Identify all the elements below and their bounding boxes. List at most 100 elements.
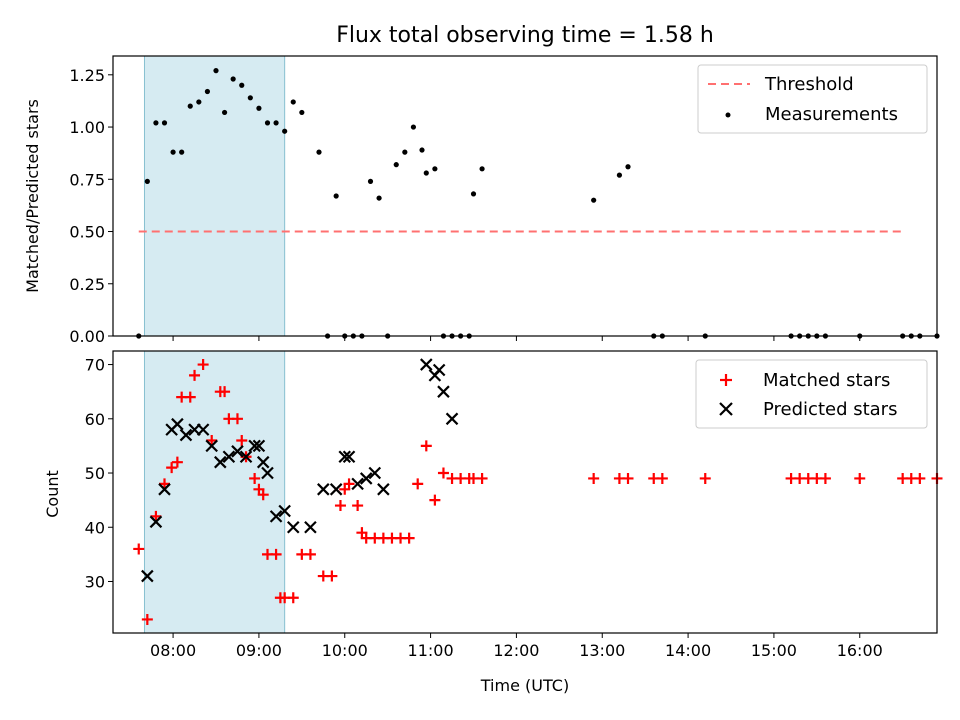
- measurement-point: [282, 128, 288, 134]
- y-tick-label: 0.75: [69, 170, 105, 189]
- matched-star-point: [420, 440, 432, 452]
- predicted-star-point: [252, 439, 266, 453]
- x-axis-label: Time (UTC): [480, 676, 569, 695]
- y-tick-label: 40: [85, 518, 105, 537]
- measurement-point: [316, 149, 322, 155]
- matched-star-point: [343, 478, 355, 490]
- measurement-point: [204, 88, 211, 95]
- matched-star-point: [219, 386, 231, 398]
- predicted-star-point: [368, 466, 382, 480]
- matched-star-point: [197, 359, 209, 371]
- matched-star-point: [412, 478, 424, 490]
- matched-star-point: [656, 472, 668, 484]
- predicted-star-point: [256, 455, 270, 469]
- top-panel: 0.00 0.25 0.50 0.75 1.00 1.25 Matched/Predict…: [23, 55, 940, 346]
- y-tick-label: 30: [85, 572, 105, 591]
- measurement-point: [616, 172, 623, 178]
- measurements-legend-label: Measurements: [765, 104, 898, 125]
- predicted-star-point: [432, 363, 446, 377]
- top-legend: Threshold Measurements: [697, 64, 928, 134]
- measurement-point: [423, 170, 429, 176]
- matched-star-point: [141, 613, 153, 625]
- matched-star-point: [326, 570, 338, 582]
- predicted-star-point: [377, 483, 390, 496]
- matched-star-point: [699, 472, 711, 484]
- predicted-star-point: [317, 483, 330, 496]
- predicted-star-point: [222, 450, 236, 464]
- y-tick-label: 60: [85, 410, 105, 429]
- matched-star-point: [403, 532, 415, 544]
- predicted-star-point: [351, 477, 364, 491]
- bottom-panel: 30 40 50 60 70 08:00 09:00 10:00 11:00 12:00 13:0…: [43, 350, 943, 695]
- matched-star-point: [429, 494, 441, 506]
- x-tick-label: 12:00: [493, 641, 539, 660]
- matched-star-point: [334, 500, 346, 512]
- x-tick-label: 14:00: [665, 641, 711, 660]
- measurement-point: [479, 166, 485, 172]
- measurement-point: [367, 178, 374, 184]
- y-tick-label: 0.50: [69, 223, 105, 242]
- measurement-point: [299, 109, 305, 116]
- bottom-x-ticks: 08:00 09:00 10:00 11:00 12:00 13:00 14:00 15:00…: [150, 633, 883, 660]
- x-tick-label: 13:00: [579, 641, 625, 660]
- matched-star-point: [249, 472, 261, 484]
- predicted-star-point: [445, 412, 459, 426]
- predicted-legend-label: Predicted stars: [763, 399, 897, 420]
- measurement-point: [333, 193, 339, 199]
- measurement-point: [264, 120, 271, 126]
- predicted-star-point: [205, 439, 218, 453]
- y-tick-label: 70: [85, 356, 105, 375]
- matched-star-point: [206, 434, 218, 446]
- matched-star-point: [166, 462, 178, 474]
- matched-star-point: [189, 369, 201, 381]
- predicted-star-point: [278, 504, 291, 518]
- measurement-point: [393, 162, 399, 168]
- measurement-point: [196, 99, 202, 105]
- top-y-axis-label: Matched/Predicted stars: [23, 99, 42, 293]
- top-axes-frame: [112, 55, 938, 337]
- matched-star-point: [159, 478, 170, 490]
- y-tick-label: 0.00: [69, 327, 105, 346]
- matched-star-point: [287, 592, 299, 604]
- measurement-point: [410, 124, 417, 130]
- measurement-point: [179, 149, 185, 155]
- top-y-ticks: 0.00 0.25 0.50 0.75 1.00 1.25: [69, 66, 113, 346]
- bottom-axes-frame: [112, 350, 938, 634]
- matched-star-point: [184, 391, 196, 403]
- predicted-star-point: [141, 569, 154, 583]
- x-tick-label: 16:00: [837, 641, 883, 660]
- x-tick-label: 15:00: [751, 641, 797, 660]
- predicted-star-point: [248, 439, 261, 453]
- matched-star-point: [304, 548, 316, 560]
- measurement-point: [247, 95, 253, 101]
- y-tick-label: 50: [85, 464, 105, 483]
- matched-star-point: [352, 500, 364, 512]
- measurement-point: [419, 147, 425, 153]
- top-chart-title: Flux total observing time = 1.58 h: [336, 23, 714, 48]
- measurement-point: [230, 76, 236, 82]
- bottom-legend-box: [695, 359, 928, 429]
- predicted-star-point: [304, 520, 317, 534]
- predicted-star-point: [420, 358, 433, 371]
- predicted-star-point: [329, 483, 343, 496]
- y-tick-label: 1.00: [69, 118, 105, 137]
- matched-star-point: [914, 472, 926, 484]
- x-tick-label: 08:00: [150, 641, 196, 660]
- matched-star-point: [171, 456, 183, 468]
- measurement-point: [591, 197, 597, 203]
- predicted-star-point: [338, 450, 352, 464]
- matched-star-point: [236, 434, 248, 446]
- predicted-star-point: [437, 385, 450, 398]
- bottom-legend: Matched stars Predicted stars: [695, 359, 928, 429]
- matched-star-point: [270, 548, 282, 560]
- matched-star-point: [133, 543, 145, 555]
- matched-star-point: [819, 472, 831, 484]
- measurement-point: [153, 120, 159, 126]
- y-tick-label: 1.25: [69, 66, 105, 85]
- matched-legend-label: Matched stars: [763, 370, 890, 391]
- measurement-point: [213, 68, 219, 74]
- predicted-star-point: [342, 450, 356, 464]
- predicted-star-point: [239, 450, 253, 464]
- measurement-point: [187, 103, 193, 109]
- matched-star-point: [476, 472, 488, 484]
